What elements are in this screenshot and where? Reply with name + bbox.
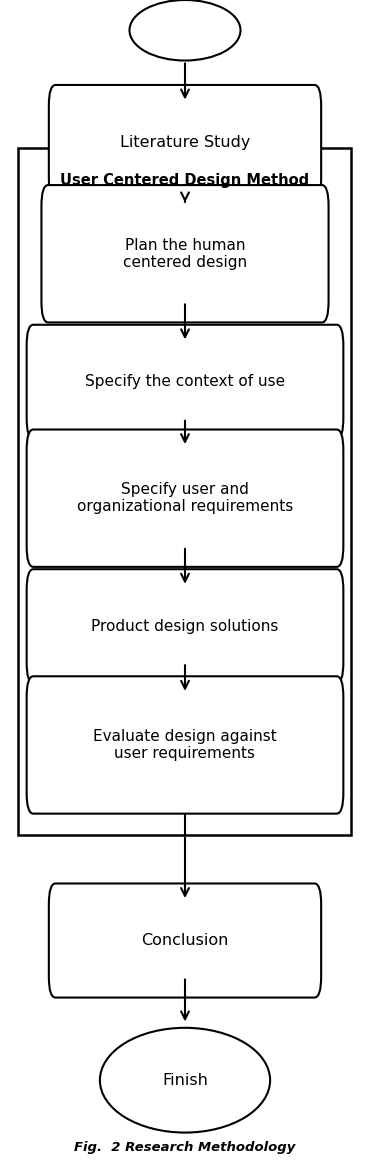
Text: Literature Study: Literature Study (120, 135, 250, 149)
Text: Conclusion: Conclusion (141, 934, 229, 947)
Text: Evaluate design against
user requirements: Evaluate design against user requirement… (93, 729, 277, 761)
Bar (18, 148, 351, 835)
FancyBboxPatch shape (49, 883, 321, 998)
Ellipse shape (100, 1028, 270, 1133)
FancyBboxPatch shape (27, 430, 343, 567)
Text: Product design solutions: Product design solutions (91, 619, 279, 633)
FancyBboxPatch shape (27, 325, 343, 439)
FancyBboxPatch shape (27, 569, 343, 683)
Text: Plan the human
centered design: Plan the human centered design (123, 237, 247, 270)
FancyBboxPatch shape (49, 85, 321, 199)
Text: Specify the context of use: Specify the context of use (85, 375, 285, 389)
FancyBboxPatch shape (41, 185, 329, 322)
FancyBboxPatch shape (27, 676, 343, 814)
Text: Specify user and
organizational requirements: Specify user and organizational requirem… (77, 482, 293, 514)
Text: User Centered Design Method: User Centered Design Method (60, 173, 310, 187)
Ellipse shape (130, 0, 240, 61)
Text: Fig.  2 Research Methodology: Fig. 2 Research Methodology (74, 1141, 296, 1155)
Text: Finish: Finish (162, 1073, 208, 1087)
